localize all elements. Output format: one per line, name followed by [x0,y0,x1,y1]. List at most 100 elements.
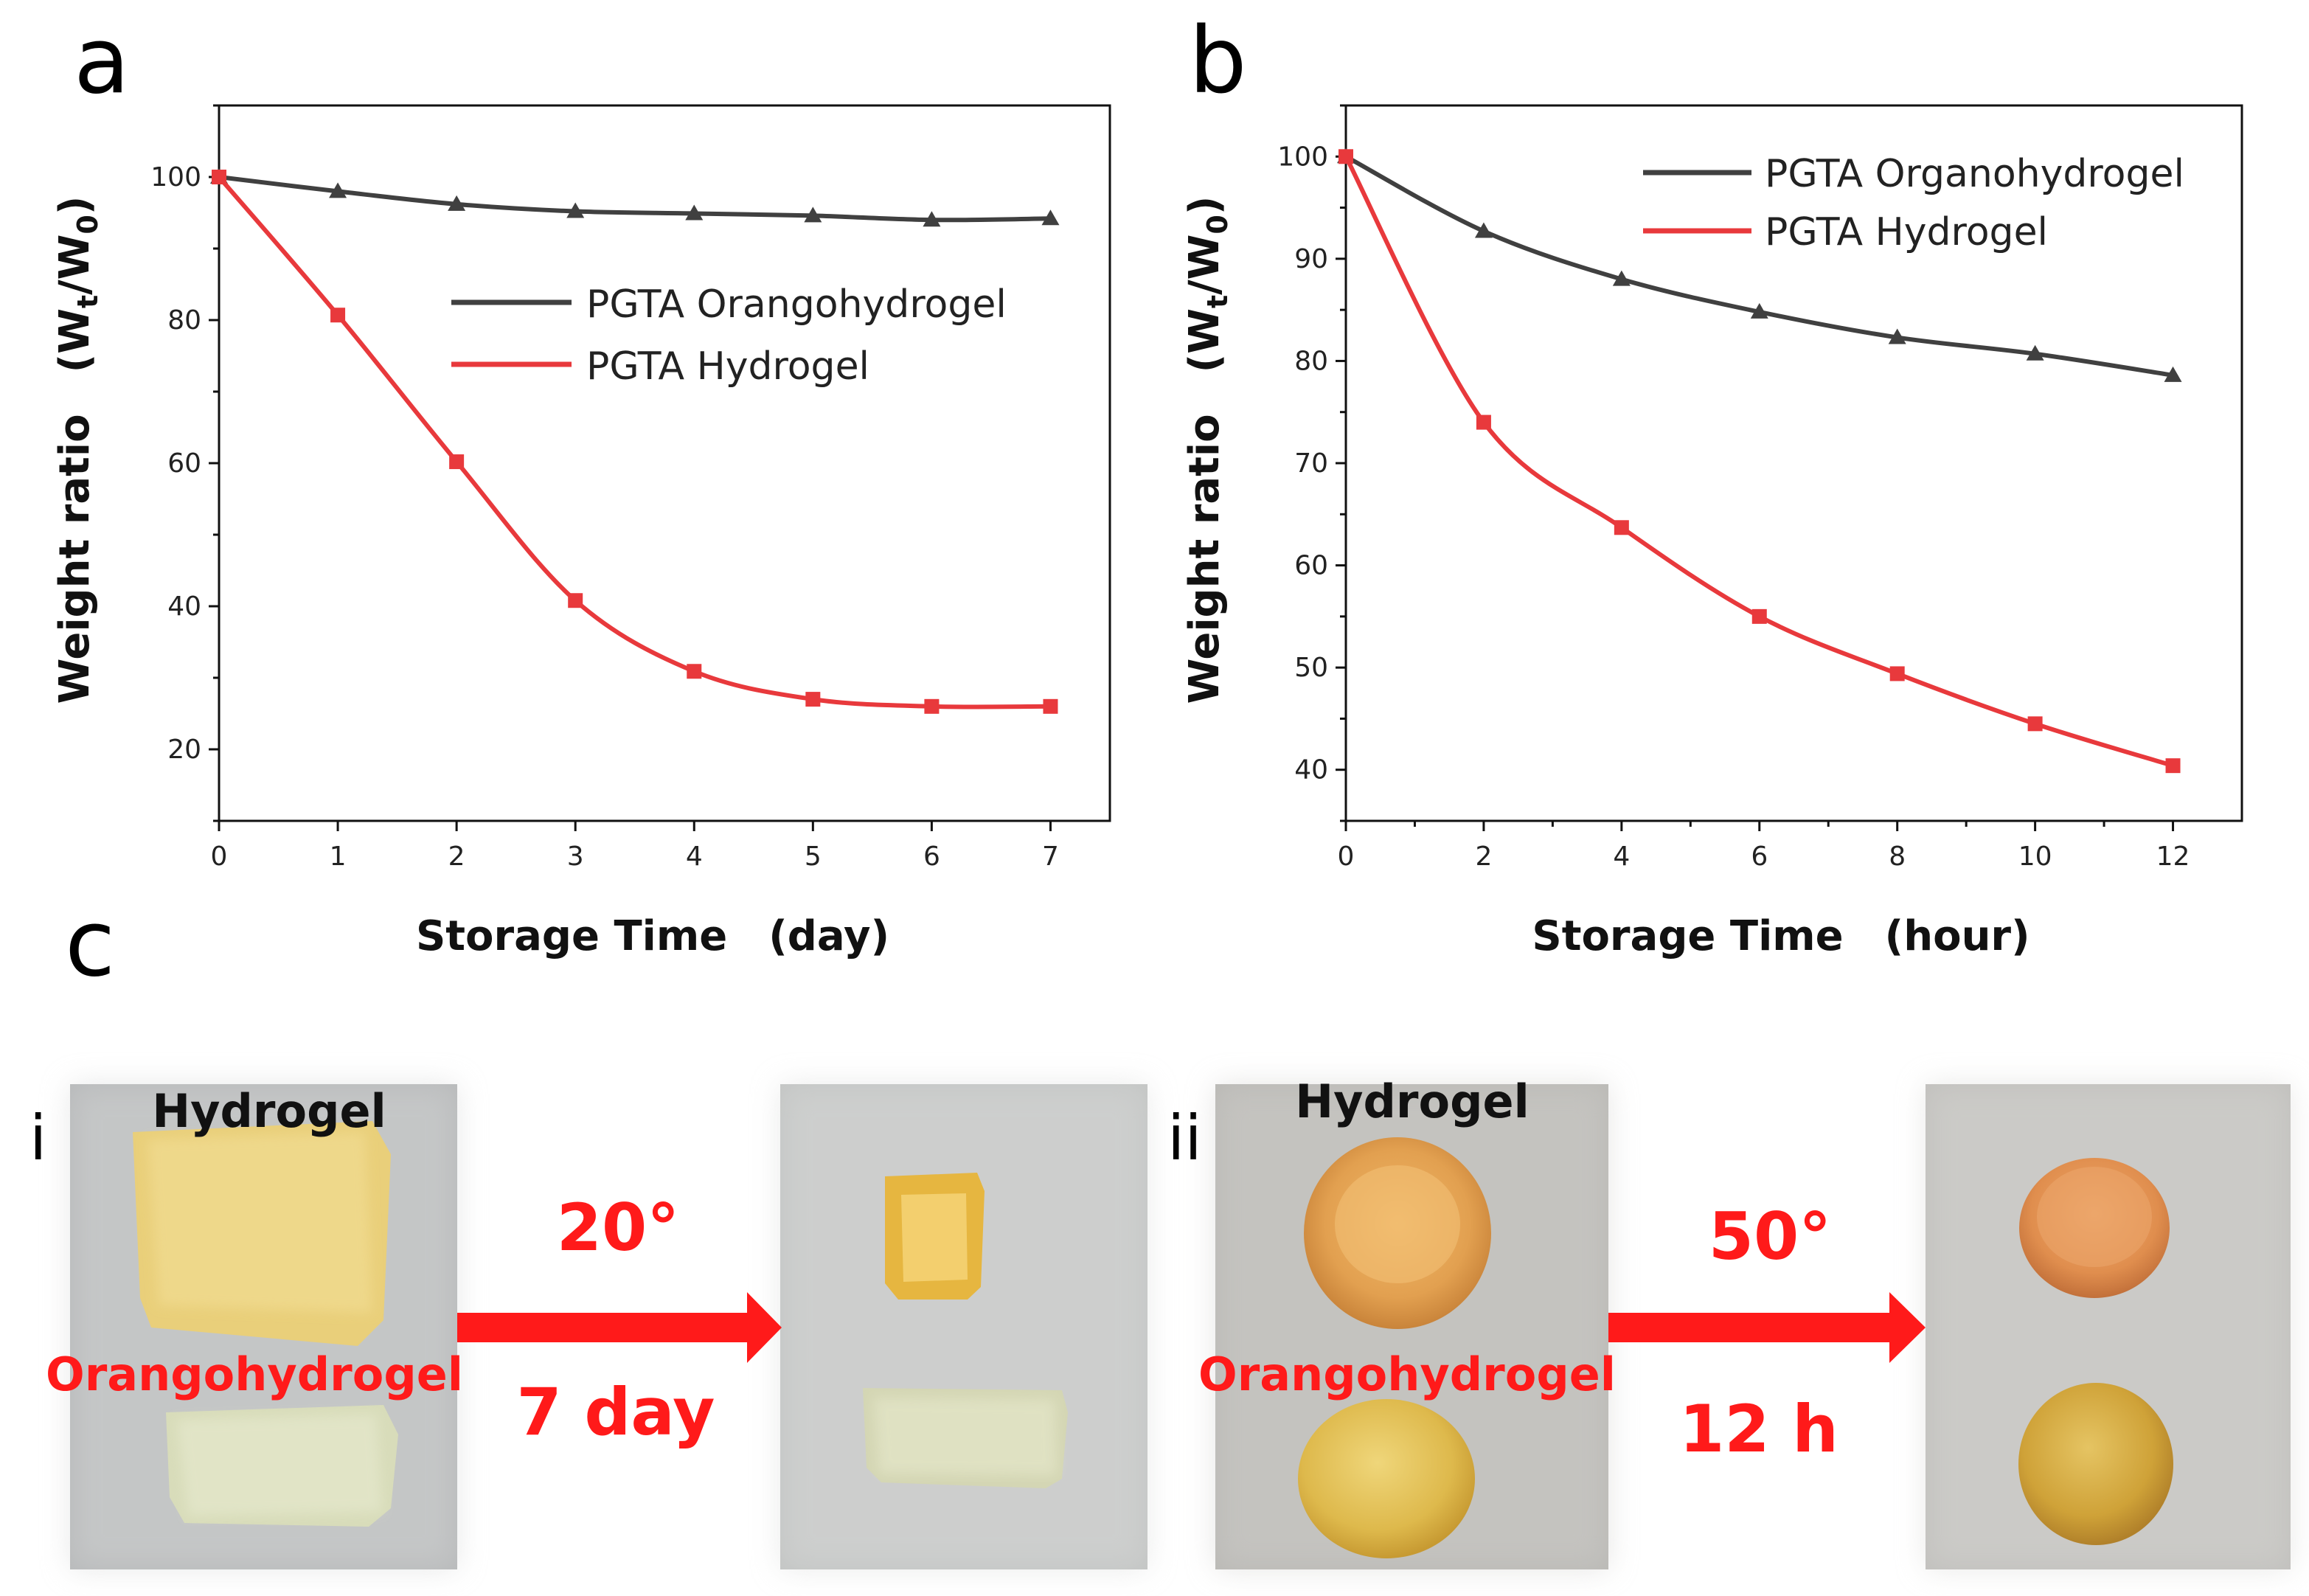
chart-b-x-title: Storage Time (hour) [1532,912,2030,960]
chart-b-x-tick-label: 10 [2018,842,2052,872]
chart-b-point-hydrogel [1338,149,1353,164]
chart-a-x-tick-label: 0 [211,842,228,872]
chart-a-point-hydrogel [687,664,702,679]
chart-b-line-hydrogel [1344,155,2174,768]
chart-b-point-organohydrogel [2026,344,2044,361]
chart-b-y-axis: 40 50 60 70 80 90 100 [1277,104,1346,822]
chart-a-series-organohydrogel [210,168,1060,227]
arrow-i-duration: 7 day [517,1374,715,1450]
chart-b-x-tick-label: 8 [1889,842,1906,872]
panel-label-a: a [74,8,130,114]
chart-b-y-tick-label: 50 [1294,653,1328,683]
legend-a-label-organo: PGTA Orangohydrogel [586,282,1007,327]
chart-a-legend: PGTA Orangohydrogel PGTA Hydrogel [451,282,1007,389]
arrow-ii-temperature: 50° [1709,1198,1831,1274]
panel-label-b: b [1189,8,1247,114]
chart-b-point-organohydrogel [1888,328,1906,344]
legend-b-label-organo: PGTA Organohydrogel [1765,152,2184,196]
chart-b-point-organohydrogel [1750,302,1768,319]
y-title-a-mid: /W [51,235,99,295]
legend-b-label-hydro: PGTA Hydrogel [1765,210,2048,254]
chart-b-x-tick-label: 4 [1613,842,1630,872]
chart-b-point-hydrogel [1476,414,1491,430]
chart-a-x-title: Storage Time (day) [416,912,889,960]
y-title-b-main: Weight ratio (W [1181,308,1229,704]
chart-a-point-organohydrogel [329,182,347,198]
chart-a-point-organohydrogel [566,202,585,218]
photo-ii-label-hydrogel: Hydrogel [1295,1075,1530,1128]
y-title-b-mid: /W [1181,235,1229,295]
photo-i-before [70,1084,457,1569]
organohydrogel-disc-after [2018,1383,2173,1545]
chart-a-point-organohydrogel [804,207,822,223]
panel-label-c: c [65,891,115,997]
chart-a: 20 40 60 80 100 0 1 2 3 4 5 6 7 PGTA Orangohydrogel… [51,104,1111,960]
panel-label-ii: ii [1167,1102,1202,1174]
chart-a-point-hydrogel [568,593,583,608]
chart-b-x-tick-label: 2 [1475,842,1492,872]
photo-ii-before [1215,1084,1608,1569]
chart-b-series-hydrogel [1338,149,2181,774]
y-title-a-sub-t: t [72,295,104,308]
y-title-b-end: ) [1181,196,1229,215]
chart-a-x-tick-label: 3 [567,842,584,872]
chart-b-y-tick-label: 90 [1294,244,1328,274]
chart-b-y-tick-label: 40 [1294,755,1328,785]
chart-b-y-tick-label: 70 [1294,448,1328,479]
chart-a-x-axis: 0 1 2 3 4 5 6 7 [211,821,1059,872]
chart-b-point-organohydrogel [1612,270,1631,286]
chart-a-series-hydrogel [212,170,1058,714]
chart-b-series [1337,148,2182,774]
photo-ii-after [1926,1084,2291,1569]
chart-b-legend: PGTA Organohydrogel PGTA Hydrogel [1643,152,2184,254]
chart-b-y-tick-label: 60 [1294,551,1328,581]
arrow-ii: 50° 12 h [1608,1198,1926,1467]
chart-a-y-tick-label: 20 [167,735,201,765]
chart-a-point-hydrogel [449,454,465,470]
photo-i-label-hydrogel: Hydrogel [152,1084,386,1138]
chart-b-point-hydrogel [1751,608,1767,624]
chart-a-y-tick-label: 40 [167,591,201,622]
chart-a-point-hydrogel [212,170,226,184]
arrow-i-temperature: 20° [557,1190,679,1266]
organohydrogel-disc-before [1298,1399,1475,1558]
chart-b-x-tick-label: 0 [1338,842,1355,872]
arrow-ii-shape [1608,1292,1926,1363]
arrow-i-shape [457,1292,782,1363]
chart-a-x-tick-label: 2 [448,842,465,872]
y-title-a-main: Weight ratio (W [51,308,99,704]
photo-i-label-orangohydrogel: Orangohydrogel [46,1347,463,1401]
chart-a-point-hydrogel [1043,698,1058,714]
chart-a-y-title: Weight ratio (Wt/W0) [51,196,104,704]
legend-a-label-hydro: PGTA Hydrogel [586,344,869,389]
chart-a-y-tick-label: 100 [150,162,201,192]
chart-b-x-tick-label: 12 [2156,842,2190,872]
chart-b-y-title: Weight ratio (Wt/W0) [1181,196,1234,704]
chart-b-y-tick-label: 100 [1277,142,1328,172]
chart-a-point-organohydrogel [923,211,941,227]
chart-b-point-hydrogel [1889,666,1905,681]
chart-a-y-axis: 20 40 60 80 100 [150,104,219,822]
photo-ii-label-orangohydrogel: Orangohydrogel [1198,1347,1616,1401]
chart-a-line-hydrogel [217,176,1051,709]
arrow-i: 20° 7 day [457,1190,782,1450]
y-title-a-end: ) [51,196,99,215]
chart-a-point-organohydrogel [685,204,704,221]
chart-a-y-tick-label: 60 [167,448,201,479]
chart-a-x-tick-label: 7 [1042,842,1059,872]
panel-label-i: i [29,1102,46,1174]
chart-b-point-organohydrogel [1474,222,1493,238]
chart-a-point-hydrogel [805,692,821,707]
chart-b-y-tick-label: 80 [1294,346,1328,376]
photo-i-after [780,1084,1147,1569]
chart-a-series [210,168,1060,714]
chart-a-line-organohydrogel [218,175,1051,223]
chart-b-point-hydrogel [2027,716,2043,732]
chart-a-y-tick-label: 80 [167,305,201,336]
y-title-a-sub-0: 0 [72,215,104,234]
chart-b-point-hydrogel [1614,520,1629,535]
chart-a-x-tick-label: 6 [923,842,940,872]
chart-a-point-hydrogel [924,698,940,714]
chart-a-point-organohydrogel [448,195,466,211]
